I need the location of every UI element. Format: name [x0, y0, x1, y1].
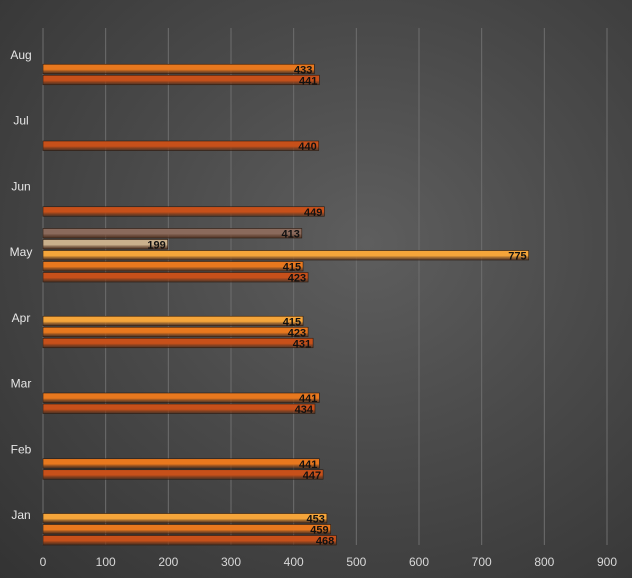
data-label: 453	[307, 514, 325, 526]
x-tick-label: 500	[346, 555, 366, 569]
x-tick-label: 200	[158, 555, 178, 569]
bar	[42, 206, 325, 217]
bar	[42, 63, 315, 75]
bar	[42, 337, 314, 349]
bar	[42, 140, 320, 151]
data-label: 415	[283, 316, 301, 328]
x-tick-label: 600	[409, 555, 429, 569]
bar	[42, 261, 304, 272]
bar	[42, 535, 337, 546]
data-label: 199	[147, 240, 165, 252]
data-label: 441	[299, 393, 317, 405]
bars	[42, 63, 529, 546]
category-label: Jan	[11, 508, 30, 522]
category-label: May	[10, 245, 33, 259]
data-label: 449	[304, 207, 322, 219]
bar	[42, 239, 169, 250]
grid-lines	[42, 28, 608, 545]
data-label: 423	[288, 273, 306, 285]
x-tick-label: 800	[534, 555, 554, 569]
x-tick-label: 900	[597, 555, 617, 569]
x-tick-label: 0	[40, 555, 47, 569]
x-tick-label: 700	[472, 555, 492, 569]
data-label: 433	[294, 64, 312, 76]
bar	[42, 469, 324, 480]
bar	[42, 513, 328, 524]
bar	[42, 326, 309, 338]
category-label: Aug	[10, 48, 31, 62]
x-tick-labels: 0 100 200 300 400 500 600 700 800 900	[40, 555, 618, 569]
data-label: 423	[288, 327, 306, 339]
bar	[42, 524, 331, 535]
category-label: Apr	[12, 311, 31, 325]
x-tick-label: 300	[221, 555, 241, 569]
bar	[42, 458, 320, 469]
bar	[42, 250, 529, 261]
data-label: 447	[303, 470, 321, 482]
data-label: 459	[310, 525, 328, 537]
data-label: 413	[281, 229, 299, 241]
x-tick-label: 400	[284, 555, 304, 569]
bar	[42, 228, 303, 239]
category-label: Feb	[11, 442, 32, 456]
bar	[42, 403, 316, 414]
category-label: Mar	[11, 377, 32, 391]
bar	[42, 272, 309, 283]
category-label: Jun	[11, 179, 30, 193]
bar	[42, 74, 320, 86]
data-label: 415	[283, 262, 301, 274]
data-labels: 4534594684414474414344154234317754154231…	[147, 64, 526, 547]
data-label: 775	[508, 251, 526, 263]
bar	[42, 315, 304, 327]
data-label: 468	[316, 536, 334, 548]
data-label: 441	[299, 75, 317, 87]
bar	[42, 392, 320, 403]
data-label: 434	[295, 404, 314, 416]
data-label: 440	[298, 141, 316, 153]
category-label: Jul	[13, 114, 28, 128]
x-tick-label: 100	[96, 555, 116, 569]
data-label: 431	[293, 338, 311, 350]
category-labels: Jan Feb Mar Apr May Jun Jul Aug	[10, 48, 33, 522]
data-label: 441	[299, 459, 317, 471]
